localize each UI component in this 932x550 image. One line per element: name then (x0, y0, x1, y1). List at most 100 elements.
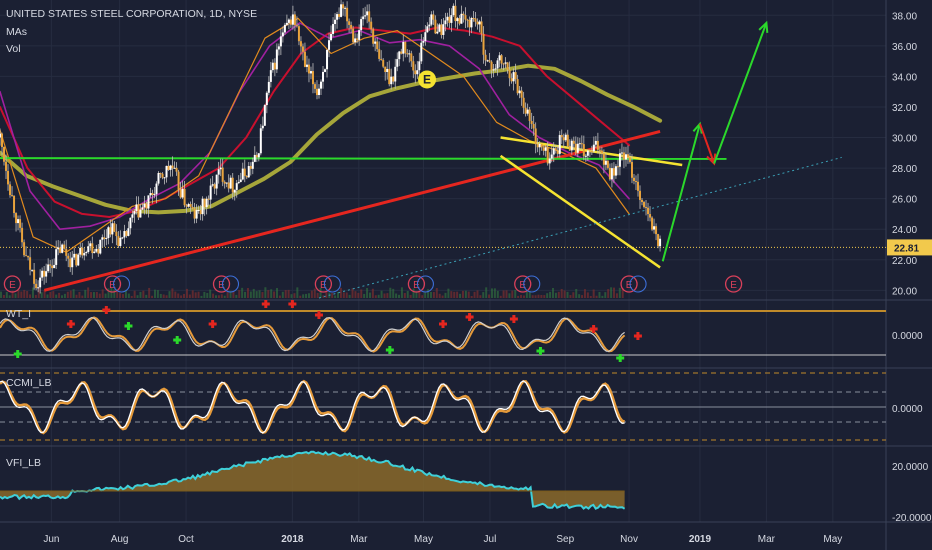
volume-bar (502, 290, 505, 298)
candle-body (103, 237, 106, 240)
volume-bar (537, 294, 540, 298)
candle-body (163, 177, 166, 179)
volume-bar (337, 291, 340, 298)
candle-body (356, 38, 359, 40)
candle-body (129, 217, 132, 229)
volume-bar (528, 291, 531, 298)
volume-bar (488, 294, 491, 298)
candle-body (25, 255, 28, 257)
candle-body (61, 244, 64, 253)
vfi-area (0, 451, 625, 509)
candle-body (143, 203, 146, 208)
earnings-marker-label: E (730, 280, 737, 291)
volume-bar (621, 288, 624, 298)
candle-body (630, 161, 633, 178)
volume-bar (87, 287, 90, 298)
volume-bar (188, 294, 191, 298)
volume-bar (604, 292, 607, 298)
candle-body (77, 254, 80, 266)
volume-bar (130, 295, 133, 298)
volume-bar (148, 287, 151, 298)
volume-bar (490, 288, 493, 298)
volume-bar (363, 293, 366, 298)
candle-body (99, 239, 102, 254)
candle-body (271, 62, 274, 71)
volume-bar (435, 288, 438, 298)
volume-bar (331, 293, 334, 298)
candle-body (183, 188, 186, 206)
candle-body (578, 143, 581, 145)
candle-body (480, 21, 483, 34)
candle-body (65, 248, 68, 256)
candle-body (358, 30, 361, 40)
volume-bar (46, 294, 49, 298)
candle-body (598, 149, 601, 151)
volume-bar (543, 295, 546, 298)
earnings-marker-label: E (413, 280, 420, 291)
volume-bar (583, 289, 586, 298)
candle-body (340, 4, 343, 17)
candle-body (91, 243, 94, 254)
candle-body (548, 158, 551, 164)
candle-body (574, 143, 577, 153)
candle-body (466, 19, 469, 21)
volume-bar (110, 287, 113, 298)
candle-body (189, 204, 192, 207)
candle-body (261, 125, 264, 129)
time-tick-label: Mar (758, 534, 776, 545)
candle-body (295, 25, 298, 27)
candle-body (554, 148, 557, 151)
candle-body (392, 76, 395, 82)
volume-bar (90, 292, 93, 298)
candle-body (570, 140, 573, 151)
candle-body (105, 238, 108, 240)
candle-body (293, 14, 296, 26)
volume-bar (441, 295, 444, 298)
pane-tick-label: -20.0000 (892, 513, 932, 524)
candle-body (89, 243, 92, 247)
candle-body (530, 120, 533, 124)
volume-bar (165, 295, 168, 298)
candle-body (550, 154, 553, 159)
candle-body (133, 211, 136, 215)
candle-body (478, 21, 481, 25)
volume-bar (223, 295, 226, 298)
ccmi-line-orange (0, 379, 625, 435)
candle-body (195, 210, 198, 219)
volume-bar (92, 292, 95, 298)
volume-bar (11, 290, 14, 298)
candle-body (536, 144, 539, 148)
candle-body (448, 16, 451, 23)
candle-body (504, 62, 507, 64)
candle-body (7, 170, 10, 185)
volume-bar (525, 291, 528, 298)
volume-bar (438, 293, 441, 298)
ma-purple-line (0, 22, 630, 230)
candle-body (73, 253, 76, 258)
candle-body (576, 143, 579, 153)
candle-body (155, 183, 158, 195)
candle-body (219, 167, 222, 170)
volume-bar (284, 290, 287, 298)
candle-body (37, 287, 40, 289)
volume-bar (476, 290, 479, 298)
volume-bar (310, 290, 313, 298)
volume-bar (456, 291, 459, 298)
volume-bar (183, 293, 186, 298)
candle-body (165, 165, 168, 178)
volume-bar (194, 292, 197, 298)
earnings-marker (103, 275, 122, 293)
candle-body (303, 51, 306, 67)
candle-body (79, 247, 82, 255)
volume-bar (348, 294, 351, 298)
candle-body (556, 150, 559, 154)
volume-bar (307, 293, 310, 298)
candle-body (384, 66, 387, 73)
candle-body (348, 21, 351, 25)
candle-body (153, 194, 156, 196)
candle-body (412, 61, 415, 71)
candle-body (53, 264, 56, 269)
volume-bar (342, 292, 345, 298)
candle-body (490, 61, 493, 71)
